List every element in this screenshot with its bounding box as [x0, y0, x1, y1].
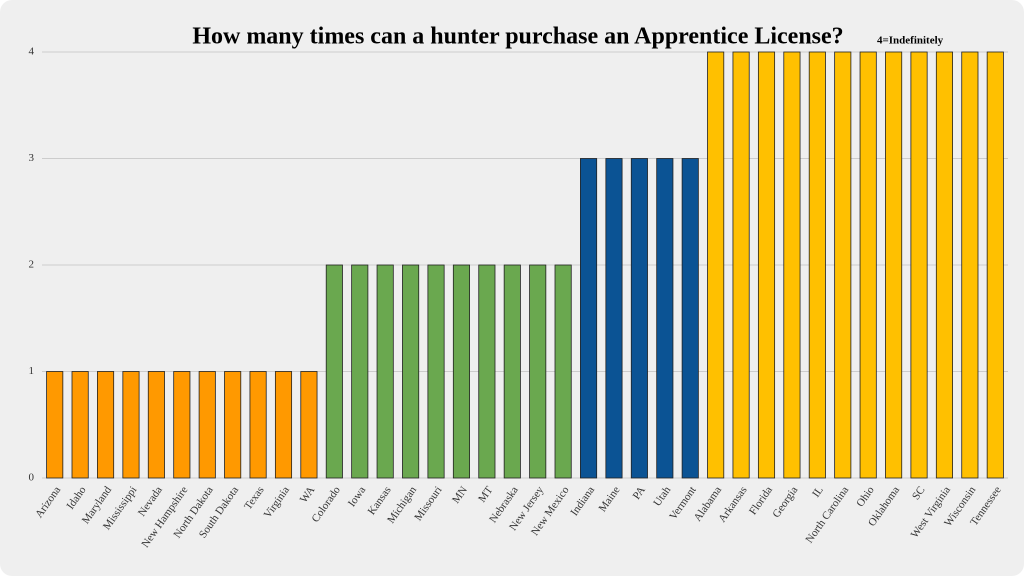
- y-tick-label: 3: [29, 152, 35, 164]
- bar: [325, 264, 343, 479]
- bar: [46, 371, 64, 479]
- bar: [554, 264, 572, 479]
- bar: [351, 264, 369, 479]
- bar: [71, 371, 89, 479]
- bar: [122, 371, 140, 479]
- chart-title: How many times can a hunter purchase an …: [192, 24, 843, 50]
- bar: [249, 371, 267, 479]
- bar: [656, 158, 674, 479]
- y-tick-label: 1: [29, 365, 35, 377]
- y-tick-label: 0: [29, 472, 35, 484]
- y-tick-label: 2: [29, 259, 35, 271]
- bar: [402, 264, 420, 479]
- bar: [580, 158, 598, 479]
- bar: [834, 51, 852, 479]
- bar: [503, 264, 521, 479]
- bar: [910, 51, 928, 479]
- bar: [300, 371, 318, 479]
- bar: [757, 51, 776, 479]
- bar: [783, 51, 801, 479]
- annotation: 4=Indefinitely: [877, 35, 944, 47]
- bar: [859, 51, 877, 479]
- bar: [198, 371, 216, 479]
- bar: [707, 51, 725, 479]
- bar: [274, 371, 293, 479]
- bar: [147, 371, 165, 479]
- bar: [224, 371, 242, 479]
- bar: [605, 158, 623, 479]
- bar: [808, 51, 826, 479]
- bar: [630, 158, 648, 479]
- bar: [961, 51, 979, 479]
- bar: [885, 51, 903, 479]
- bar: [986, 51, 1004, 479]
- bar: [529, 264, 547, 479]
- bar: [173, 371, 191, 479]
- bar: [681, 158, 699, 479]
- bar: [452, 264, 470, 479]
- bar: [478, 264, 496, 479]
- bar: [427, 264, 445, 479]
- y-tick-label: 4: [29, 46, 35, 58]
- bar: [97, 371, 115, 479]
- bar: [376, 264, 394, 479]
- bar: [732, 51, 750, 479]
- bar: [935, 51, 953, 479]
